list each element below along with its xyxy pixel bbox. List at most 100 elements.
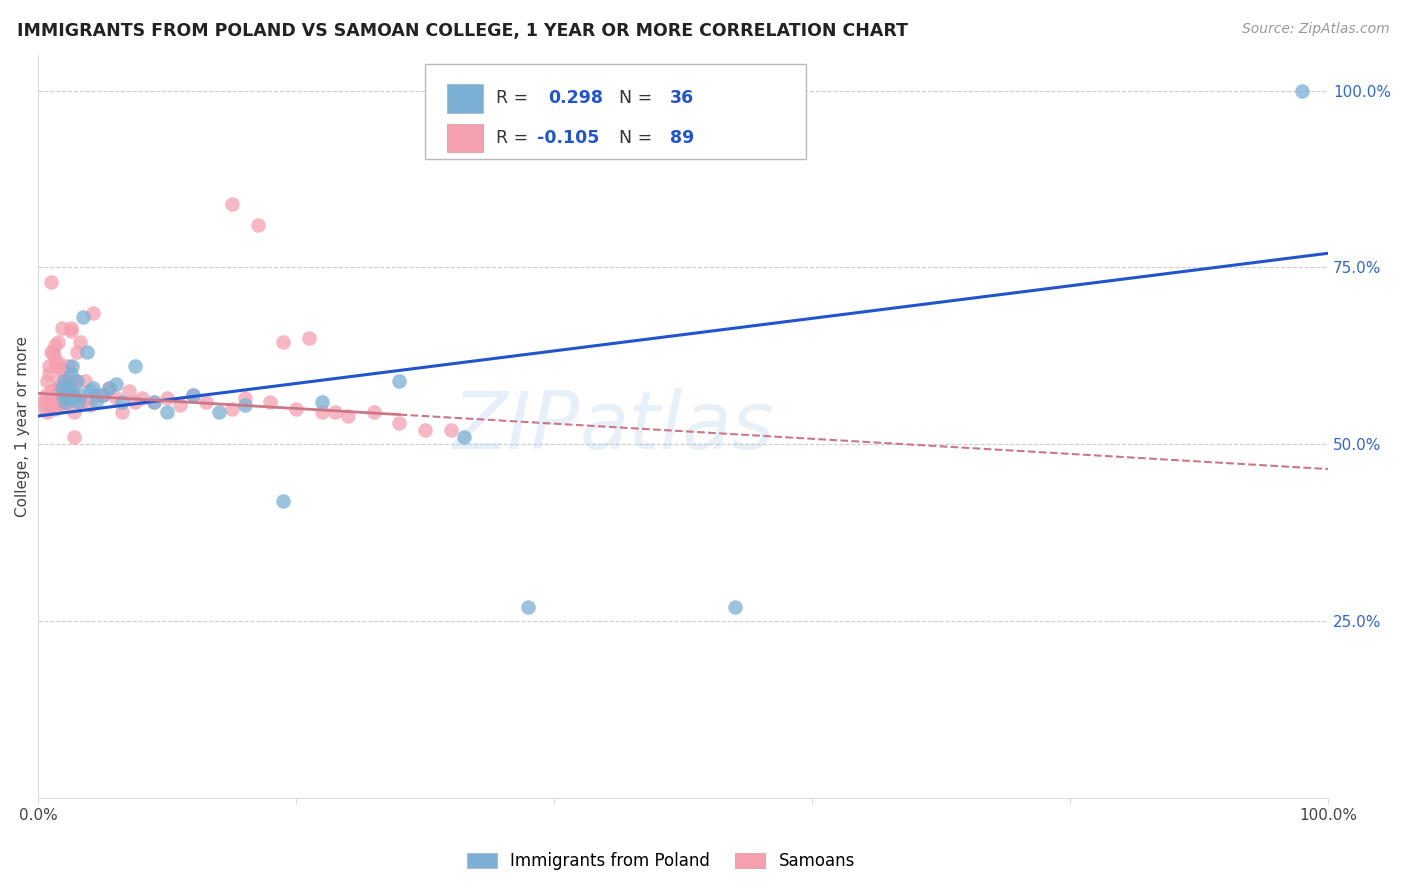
Text: R =: R = (496, 89, 534, 107)
FancyBboxPatch shape (447, 124, 484, 152)
Point (143, 394, 166, 409)
Point (51, 320, 73, 334)
Point (111, 405, 134, 419)
Text: 89: 89 (671, 129, 695, 147)
Point (46, 381, 69, 395)
Point (124, 394, 146, 409)
Point (104, 392, 127, 406)
Point (37, 405, 59, 419)
Point (44, 401, 66, 416)
Point (53, 374, 76, 388)
Point (82, 381, 104, 395)
Point (259, 394, 281, 409)
Point (131, 392, 153, 406)
Point (63, 430, 86, 444)
Text: N =: N = (619, 129, 658, 147)
Point (86, 394, 108, 409)
Point (156, 392, 179, 406)
Point (63, 392, 86, 406)
Point (724, 600, 747, 615)
Point (51, 381, 73, 395)
Point (39, 384, 62, 399)
Point (58, 388, 80, 402)
Point (55, 384, 77, 399)
FancyBboxPatch shape (447, 85, 484, 112)
Y-axis label: College, 1 year or more: College, 1 year or more (15, 336, 30, 517)
Point (62, 388, 84, 402)
Point (60, 359, 83, 374)
Point (233, 398, 256, 412)
Point (336, 409, 359, 423)
Point (91, 388, 114, 402)
Point (65, 374, 87, 388)
Text: atlas: atlas (581, 388, 775, 466)
Text: 0.298: 0.298 (548, 89, 603, 107)
Text: 36: 36 (671, 89, 695, 107)
Point (45, 356, 67, 370)
Point (181, 388, 204, 402)
Point (104, 377, 127, 392)
Point (56, 359, 79, 374)
Point (58, 381, 80, 395)
Point (39, 275, 62, 289)
Point (48, 394, 70, 409)
Point (35, 388, 58, 402)
Point (55, 384, 77, 399)
Point (55, 374, 77, 388)
Point (62, 388, 84, 402)
Point (59, 324, 82, 338)
Point (82, 306, 104, 320)
Point (298, 331, 321, 345)
Point (69, 334, 91, 349)
Point (117, 384, 139, 399)
Point (41, 394, 63, 409)
Point (66, 345, 89, 359)
Point (195, 394, 218, 409)
Point (58, 388, 80, 402)
Point (273, 334, 295, 349)
Text: Source: ZipAtlas.com: Source: ZipAtlas.com (1241, 22, 1389, 37)
Point (55, 394, 77, 409)
Point (517, 600, 540, 615)
Point (1291, 83, 1313, 97)
Point (388, 416, 411, 430)
Point (60, 374, 83, 388)
Point (413, 423, 436, 437)
Point (98, 381, 121, 395)
Text: N =: N = (619, 89, 658, 107)
Legend: Immigrants from Poland, Samoans: Immigrants from Poland, Samoans (460, 846, 862, 877)
Point (37, 374, 59, 388)
Point (208, 405, 231, 419)
Point (143, 394, 166, 409)
Point (311, 394, 333, 409)
Text: -0.105: -0.105 (537, 129, 600, 147)
Text: IMMIGRANTS FROM POLAND VS SAMOAN COLLEGE, 1 YEAR OR MORE CORRELATION CHART: IMMIGRANTS FROM POLAND VS SAMOAN COLLEGE… (17, 22, 908, 40)
Point (49, 377, 72, 392)
Point (42, 349, 65, 363)
Point (45, 359, 67, 374)
Point (86, 388, 108, 402)
Point (56, 392, 79, 406)
Point (56, 394, 79, 409)
Point (49, 384, 72, 399)
Point (181, 388, 204, 402)
Point (285, 401, 308, 416)
Point (91, 388, 114, 402)
Point (42, 394, 65, 409)
Point (311, 405, 333, 419)
Point (46, 334, 69, 349)
Point (273, 494, 295, 508)
Point (323, 405, 346, 419)
Point (69, 388, 91, 402)
Text: R =: R = (496, 129, 534, 147)
Point (38, 359, 60, 374)
Point (76, 345, 98, 359)
Point (55, 394, 77, 409)
Point (221, 196, 243, 211)
Point (59, 367, 82, 381)
Point (39, 345, 62, 359)
Point (363, 405, 385, 419)
Point (98, 381, 121, 395)
Point (55, 374, 77, 388)
Point (221, 401, 243, 416)
